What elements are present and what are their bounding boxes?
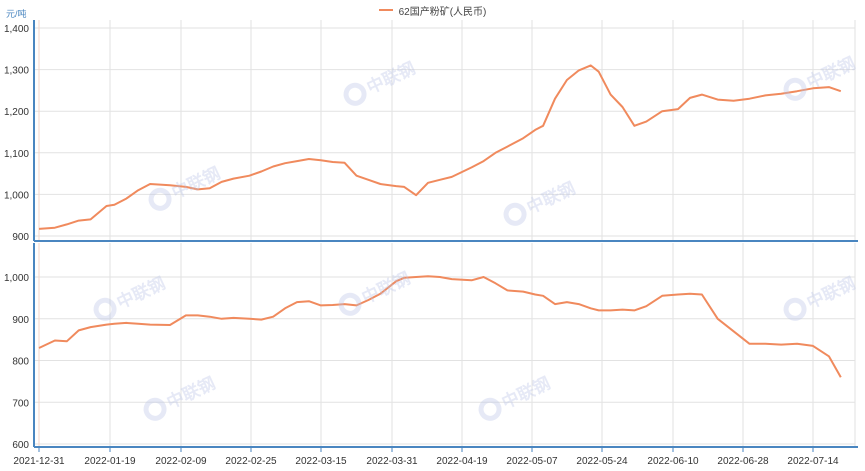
- x-tick-label: 2022-03-15: [295, 456, 347, 467]
- chart-panel-1: 1,400 1,300 1,200 1,100 1,000 900: [4, 20, 858, 243]
- y-tick-label: 800: [12, 357, 29, 368]
- data-line[interactable]: [38, 64, 842, 230]
- x-tick-label: 2022-07-14: [787, 456, 839, 467]
- watermark: 中联钢: [143, 373, 219, 421]
- legend[interactable]: 62国产粉矿(人民币): [0, 0, 865, 20]
- watermark: 中联钢: [338, 268, 414, 316]
- legend-label: 62国产粉矿(人民币): [398, 6, 487, 18]
- svg-text:中联钢: 中联钢: [804, 273, 859, 313]
- y-tick-label: 1,000: [4, 273, 29, 284]
- y-tick-label: 1,300: [4, 66, 29, 77]
- svg-text:中联钢: 中联钢: [499, 373, 554, 413]
- legend-swatch-icon: [378, 9, 393, 11]
- svg-text:中联钢: 中联钢: [114, 273, 169, 313]
- x-tick-label: 2022-05-24: [576, 456, 628, 467]
- svg-text:中联钢: 中联钢: [164, 373, 219, 413]
- x-tick-label: 2021-12-31: [13, 456, 65, 467]
- y-tick-label: 600: [12, 440, 29, 451]
- y-tick-label: 900: [12, 315, 29, 326]
- y-tick-label: 1,400: [4, 24, 29, 35]
- y-tick-label: 1,000: [4, 190, 29, 201]
- x-tick-label: 2022-02-25: [225, 456, 277, 467]
- svg-text:中联钢: 中联钢: [359, 268, 414, 308]
- svg-text:中联钢: 中联钢: [169, 163, 224, 203]
- watermark: 中联钢: [478, 373, 554, 421]
- y-axis-unit-label: 元/吨: [6, 8, 27, 19]
- chart-panel-2: 1,000 900 800 700 600: [4, 243, 858, 451]
- x-tick-label: 2022-04-19: [436, 456, 488, 467]
- watermark: 中联钢: [503, 178, 578, 226]
- x-tick-label: 2022-01-19: [84, 456, 136, 467]
- watermark: 中联钢: [93, 273, 169, 321]
- svg-text:中联钢: 中联钢: [364, 58, 419, 98]
- watermark: 中联钢: [783, 273, 859, 321]
- data-line[interactable]: [38, 275, 842, 378]
- y-tick-label: 1,100: [4, 149, 29, 160]
- svg-text:中联钢: 中联钢: [804, 53, 859, 93]
- y-tick-label: 700: [12, 398, 29, 409]
- x-tick-label: 2022-03-31: [366, 456, 418, 467]
- x-tick-label: 2022-02-09: [155, 456, 207, 467]
- watermark: 中联钢: [783, 53, 859, 101]
- x-tick-label: 2022-06-10: [647, 456, 699, 467]
- x-tick-label: 2022-05-07: [506, 456, 558, 467]
- watermark: 中联钢: [343, 58, 419, 106]
- x-tick-label: 2022-06-28: [717, 456, 769, 467]
- y-tick-label: 900: [12, 232, 29, 243]
- y-tick-label: 1,200: [4, 107, 29, 118]
